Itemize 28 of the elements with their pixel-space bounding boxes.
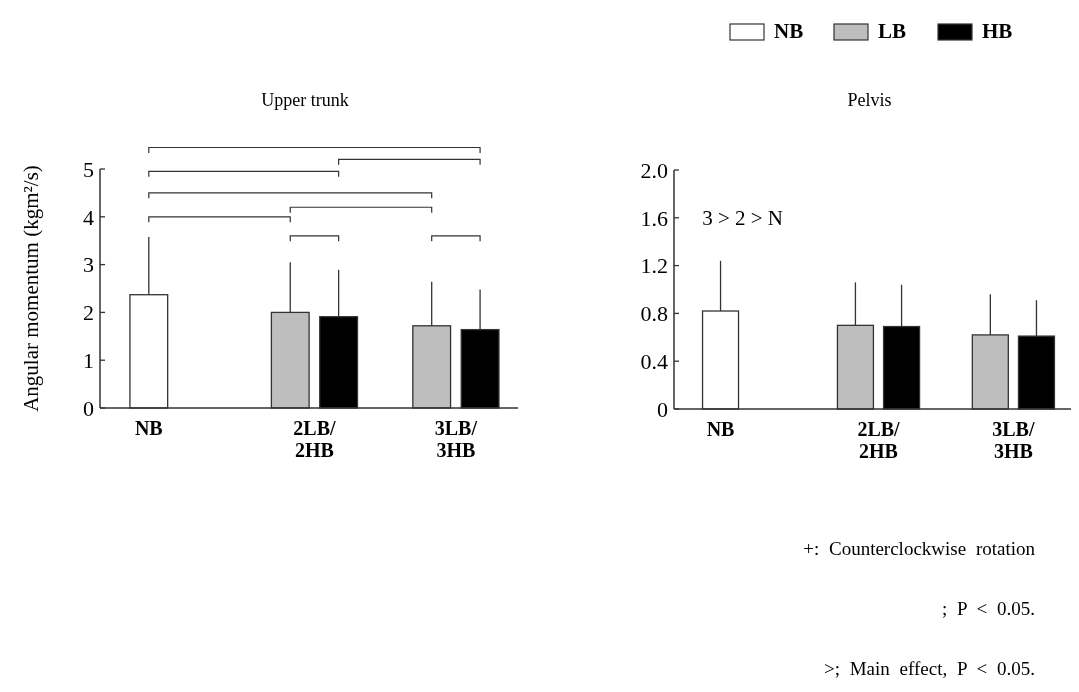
y-tick-label: 0 bbox=[657, 396, 668, 422]
chart-title: Upper trunk bbox=[261, 90, 349, 110]
text: >; Main effect, P < 0.05. bbox=[823, 658, 1035, 679]
text: ; P < 0.05. bbox=[941, 598, 1035, 619]
y-tick-label: 2.0 bbox=[640, 157, 668, 183]
y-tick-label: 3 bbox=[83, 252, 94, 278]
y-tick-label: 1.2 bbox=[640, 253, 668, 279]
y-tick-label: 0.8 bbox=[640, 301, 668, 327]
x-tick-label: 2LB/2HB bbox=[857, 418, 901, 462]
y-tick-label: 1 bbox=[83, 347, 94, 373]
legend-label: NB bbox=[774, 19, 804, 43]
y-axis-title: Angular momentum (kgm²/s) bbox=[19, 165, 43, 412]
y-tick-label: 0 bbox=[83, 395, 94, 421]
y-tick-label: 5 bbox=[83, 156, 94, 182]
chart-title: Pelvis bbox=[847, 90, 892, 110]
x-tick-label: 2LB/2HB bbox=[293, 417, 336, 461]
x-tick-label: 3LB/3HB bbox=[434, 417, 478, 461]
y-tick-label: 0.4 bbox=[640, 348, 668, 374]
text: +: Counterclockwise rotation bbox=[803, 538, 1036, 559]
x-tick-label: NB bbox=[134, 417, 163, 439]
y-tick-label: 4 bbox=[83, 204, 94, 230]
legend-label: HB bbox=[982, 19, 1013, 43]
x-tick-label: 3LB/3HB bbox=[992, 418, 1035, 462]
y-tick-label: 1.6 bbox=[640, 205, 668, 231]
annotation: 3 > 2 > N bbox=[702, 205, 784, 230]
x-tick-label: NB bbox=[706, 418, 735, 440]
legend-label: LB bbox=[878, 19, 907, 43]
y-tick-label: 2 bbox=[83, 300, 94, 326]
